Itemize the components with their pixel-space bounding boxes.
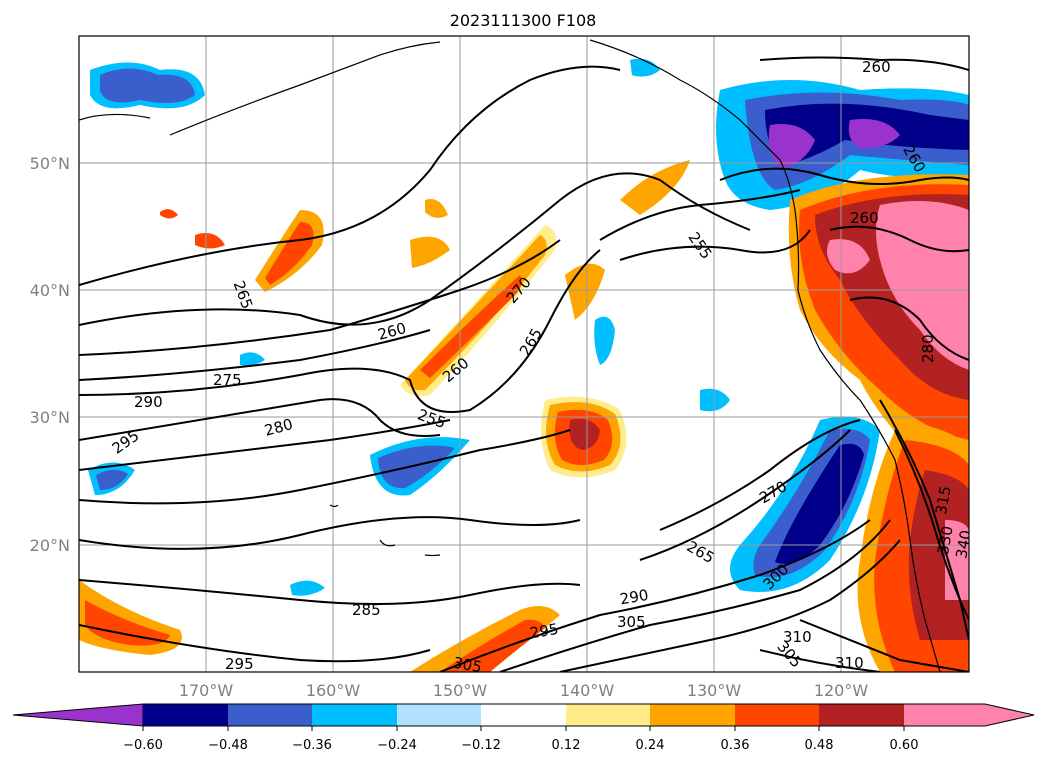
- colorbar-tick-label: 0.24: [636, 738, 665, 753]
- colorbar-segment: [566, 704, 650, 726]
- colorbar: −0.60 −0.48 −0.36 −0.24 −0.12 0.12 0.24 …: [12, 703, 1035, 753]
- colorbar-tick-label: −0.48: [208, 738, 248, 753]
- colorbar-segment: [312, 704, 397, 726]
- colorbar-tick-label: −0.60: [123, 738, 163, 753]
- colorbar-tick-labels: −0.60 −0.48 −0.36 −0.24 −0.12 0.12 0.24 …: [123, 738, 918, 753]
- colorbar-extend-min: [12, 703, 144, 727]
- contour-label: 305: [617, 613, 646, 631]
- graticule: [79, 36, 969, 672]
- contour-label: 305: [452, 654, 483, 677]
- coastlines: [79, 39, 941, 672]
- contour-label: 295: [225, 655, 254, 673]
- contour-label: 310: [835, 654, 864, 672]
- lat-label: 40°N: [30, 281, 70, 300]
- lat-label: 30°N: [30, 408, 70, 427]
- lon-label: 130°W: [687, 681, 742, 700]
- colorbar-ticks: [142, 726, 905, 731]
- lat-label: 50°N: [30, 154, 70, 173]
- colorbar-segment: [228, 704, 312, 726]
- colorbar-tick-label: 0.48: [805, 738, 834, 753]
- colorbar-tick-label: −0.36: [292, 738, 332, 753]
- colorbar-segment: [819, 704, 904, 726]
- colorbar-tick-label: −0.12: [461, 738, 501, 753]
- contour-label: 330: [934, 525, 957, 556]
- colorbar-segment: [143, 704, 228, 726]
- contour-label: 315: [932, 485, 955, 516]
- map-frame: [78, 35, 970, 673]
- lon-label: 140°W: [560, 681, 615, 700]
- figure-title: 2023111300 F108: [450, 11, 597, 30]
- colorbar-tick-label: 0.36: [721, 738, 750, 753]
- contour-label: 275: [213, 371, 242, 389]
- latitude-labels: 50°N 40°N 30°N 20°N: [30, 154, 70, 555]
- contour-label: 290: [618, 586, 649, 609]
- colorbar-tick-label: 0.60: [890, 738, 919, 753]
- contour-label: 260: [850, 209, 879, 227]
- lat-label: 20°N: [30, 536, 70, 555]
- contour-label: 295: [528, 620, 559, 643]
- contour-label: 340: [952, 529, 975, 560]
- lon-label: 120°W: [814, 681, 869, 700]
- colorbar-segment: [650, 704, 735, 726]
- colorbar-segment: [397, 704, 481, 726]
- colorbar-tick-label: −0.24: [377, 738, 417, 753]
- contour-label: 280: [919, 334, 937, 363]
- contour-label: 290: [134, 393, 163, 411]
- contour-label: 285: [352, 601, 381, 619]
- longitude-labels: 170°W 160°W 150°W 140°W 130°W 120°W: [179, 681, 869, 700]
- map-area: 260 260 255 265 270 260 265 260 255 275 …: [79, 36, 975, 677]
- lon-label: 170°W: [179, 681, 234, 700]
- shaded-field: [79, 58, 969, 672]
- colorbar-segment: [481, 704, 566, 726]
- lon-label: 160°W: [306, 681, 361, 700]
- colorbar-segment: [735, 704, 819, 726]
- colorbar-tick-label: 0.12: [552, 738, 581, 753]
- contour-label: 260: [862, 58, 891, 76]
- contour-label: 310: [783, 628, 812, 646]
- colorbar-extend-max: [904, 704, 1034, 726]
- contour-lines: [79, 56, 969, 672]
- lon-label: 150°W: [433, 681, 488, 700]
